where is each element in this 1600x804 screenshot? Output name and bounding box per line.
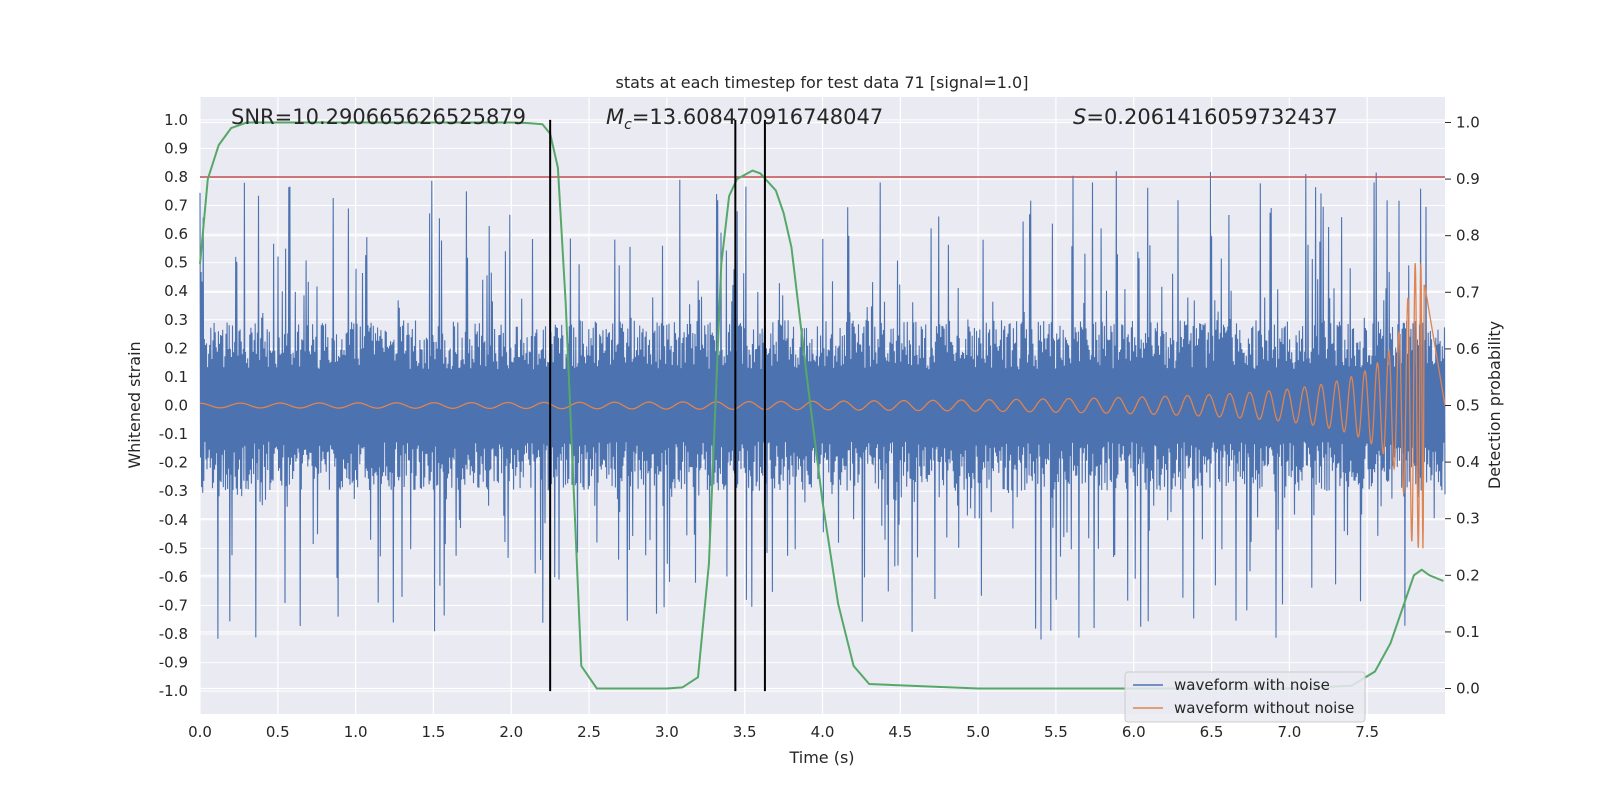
y2-tick-label: 0.1 [1456, 623, 1480, 641]
y2-tick-label: 1.0 [1456, 113, 1480, 131]
y2-tick-label: 0.6 [1456, 340, 1480, 358]
x-tick-label: 7.5 [1355, 723, 1379, 741]
chart-title: stats at each timestep for test data 71 … [616, 73, 1029, 92]
y-tick-label: 0.3 [164, 311, 188, 329]
x-tick-label: 2.0 [499, 723, 523, 741]
y-tick-label: 0.1 [164, 368, 188, 386]
y2-tick-label: 0.9 [1456, 170, 1480, 188]
y2-tick-label: 0.7 [1456, 283, 1480, 301]
x-tick-label: 7.0 [1277, 723, 1301, 741]
x-tick-label: 4.0 [811, 723, 835, 741]
legend: waveform with noise waveform without noi… [1124, 671, 1366, 723]
x-tick-label: 2.5 [577, 723, 601, 741]
series-waveform-with-noise [199, 171, 1446, 640]
x-axis-label: Time (s) [788, 748, 854, 767]
y2-tick-label: 0.5 [1456, 397, 1480, 415]
x-tick-label: 1.0 [344, 723, 368, 741]
x-tick-label: 5.0 [966, 723, 990, 741]
x-tick-label: 3.5 [733, 723, 757, 741]
x-tick-label: 0.5 [266, 723, 290, 741]
y-tick-label: 0.6 [164, 225, 188, 243]
y-tick-label: 0.8 [164, 168, 188, 186]
y-tick-label: -0.4 [159, 511, 188, 529]
y2-tick-label: 0.8 [1456, 227, 1480, 245]
y-axis-label: Whitened strain [125, 341, 144, 468]
x-tick-label: 0.0 [188, 723, 212, 741]
x-tick-label: 5.5 [1044, 723, 1068, 741]
y-tick-label: -0.2 [159, 454, 188, 472]
axes-layer: 0.0 0.5 1.0 1.5 2.0 2.5 3.0 3.5 4.0 4.5 5.0 5.5 6.0 6… [159, 111, 1480, 741]
x-tick-label: 6.5 [1200, 723, 1224, 741]
x-tick-label: 1.5 [422, 723, 446, 741]
snr-annotation: SNR=10.290665626525879 [231, 105, 526, 129]
y-tick-label: 0.9 [164, 139, 188, 157]
y-tick-label: -0.9 [159, 654, 188, 672]
x-tick-label: 6.0 [1122, 723, 1146, 741]
y-tick-label: 0.5 [164, 254, 188, 272]
chirp-mass-annotation: Mc=13.608470916748047 [606, 105, 883, 133]
series-waveform-without-noise [199, 263, 1446, 549]
y-tick-label: -0.5 [159, 539, 188, 557]
y2-tick-label: 0.3 [1456, 510, 1480, 528]
legend-label-clean: waveform without noise [1174, 699, 1354, 717]
y2-axis-label: Detection probability [1485, 321, 1504, 489]
y-tick-label: -0.7 [159, 596, 188, 614]
x-tick-label: 4.5 [888, 723, 912, 741]
y-tick-label: -0.1 [159, 425, 188, 443]
y-tick-label: -1.0 [159, 682, 188, 700]
y-tick-label: 0.4 [164, 282, 188, 300]
s-annotation: S=0.2061416059732437 [1073, 105, 1338, 129]
y2-tick-label: 0.0 [1456, 680, 1480, 698]
legend-label-noise: waveform with noise [1174, 676, 1330, 694]
y2-tick-label: 0.2 [1456, 566, 1480, 584]
legend-box [1124, 671, 1366, 723]
y-tick-label: -0.8 [159, 625, 188, 643]
y-tick-label: 0.2 [164, 339, 188, 357]
y-tick-label: 0.7 [164, 197, 188, 215]
y-tick-label: 0.0 [164, 397, 188, 415]
x-tick-label: 3.0 [655, 723, 679, 741]
y-tick-label: 1.0 [164, 111, 188, 129]
y2-tick-label: 0.4 [1456, 453, 1480, 471]
y-tick-label: -0.3 [159, 482, 188, 500]
y-tick-label: -0.6 [159, 568, 188, 586]
